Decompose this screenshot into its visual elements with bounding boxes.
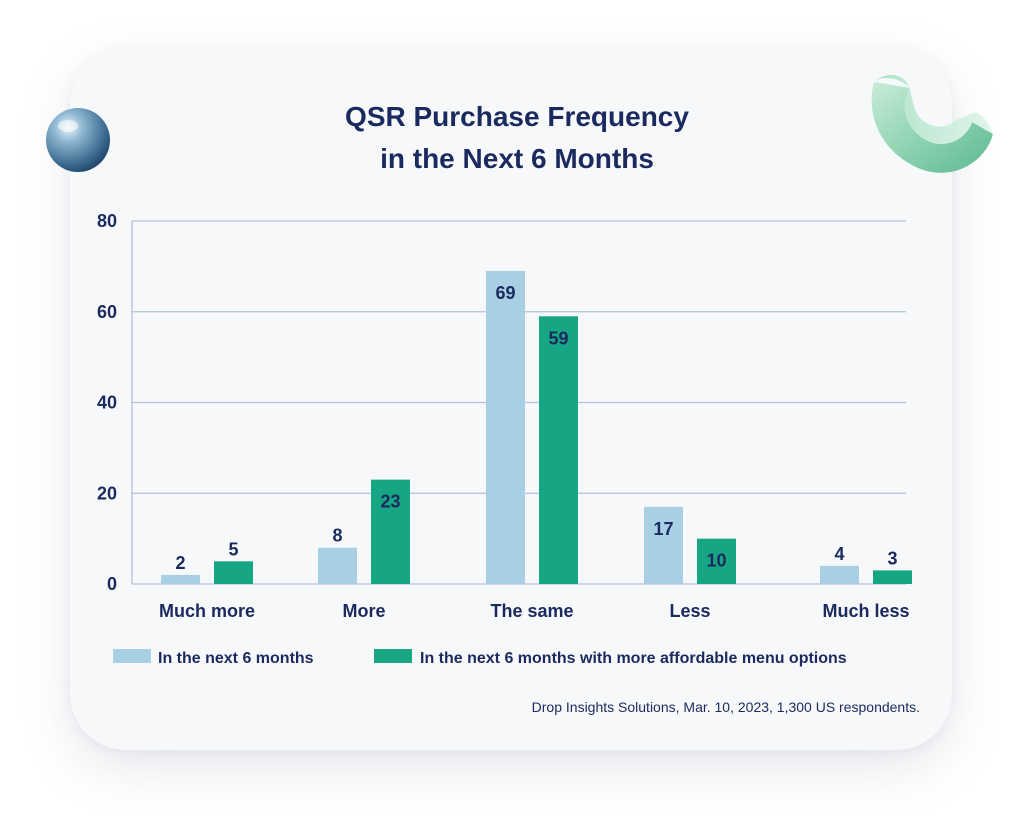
bars: [161, 270, 912, 584]
bar-1-the-same: [486, 270, 525, 584]
y-tick-label: 60: [97, 302, 117, 322]
y-tick-label: 20: [97, 483, 117, 503]
data-label: 8: [332, 526, 342, 546]
bar-2-much-less: [873, 570, 912, 584]
y-axis-tick-labels: 0 20 40 60 80: [97, 211, 117, 594]
bar-1-more: [318, 547, 357, 584]
y-tick-label: 0: [107, 574, 117, 594]
bar-2-much-more: [214, 561, 253, 584]
legend-swatch-1: [113, 649, 151, 663]
data-labels: 2 5 8 23 69 59 17 10 4 3: [175, 283, 897, 573]
data-label: 69: [495, 283, 515, 303]
data-label: 3: [887, 548, 897, 568]
sphere-decoration: [46, 108, 110, 172]
data-label: 17: [653, 519, 673, 539]
source-note: Drop Insights Solutions, Mar. 10, 2023, …: [532, 699, 920, 715]
category-label: Much less: [822, 601, 909, 621]
data-label: 23: [380, 492, 400, 512]
chart-title-line-2: in the Next 6 Months: [380, 143, 654, 174]
chart-title: QSR Purchase Frequency in the Next 6 Mont…: [345, 101, 689, 174]
legend: In the next 6 months In the next 6 months…: [113, 649, 847, 667]
chart-title-line-1: QSR Purchase Frequency: [345, 101, 689, 132]
data-label: 5: [228, 539, 238, 559]
bar-2-less: [697, 538, 736, 584]
data-label: 4: [834, 544, 844, 564]
category-label: Less: [669, 601, 710, 621]
y-tick-label: 80: [97, 211, 117, 231]
data-label: 59: [548, 328, 568, 348]
y-tick-label: 40: [97, 393, 117, 413]
category-label: Much more: [159, 601, 255, 621]
bar-1-much-more: [161, 574, 200, 584]
green-ring-decoration: [871, 74, 993, 173]
legend-label-2: In the next 6 months with more affordabl…: [420, 650, 847, 667]
legend-label-1: In the next 6 months: [158, 650, 314, 667]
bar-1-much-less: [820, 565, 859, 584]
bar-1-less: [644, 506, 683, 584]
data-label: 10: [706, 551, 726, 571]
data-label: 2: [175, 553, 185, 573]
legend-swatch-2: [374, 649, 412, 663]
bar-2-more: [371, 479, 410, 584]
x-axis-category-labels: Much more More The same Less Much less: [159, 601, 910, 621]
category-label: The same: [490, 601, 573, 621]
bar-2-the-same: [539, 316, 578, 584]
category-label: More: [342, 601, 385, 621]
